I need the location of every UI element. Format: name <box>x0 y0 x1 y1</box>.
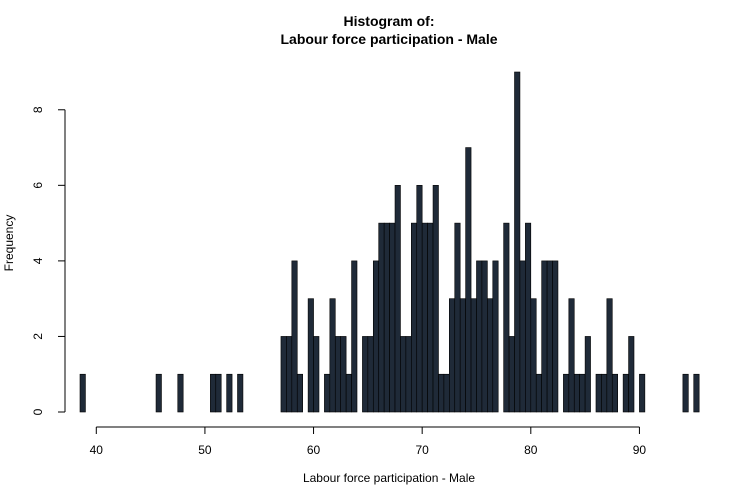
histogram-bar <box>411 222 418 413</box>
histogram-bar <box>177 373 184 413</box>
histogram-bar <box>307 298 314 413</box>
histogram-bar <box>237 373 244 413</box>
histogram-bar <box>324 373 331 413</box>
histogram-bar <box>476 260 483 413</box>
histogram-bar <box>454 222 461 413</box>
x-axis-label: Labour force participation - Male <box>303 471 475 485</box>
histogram-bar <box>155 373 162 413</box>
histogram-bar <box>215 373 222 413</box>
histogram-bar <box>416 185 423 413</box>
chart-title-block: Histogram of: Labour force participation… <box>0 12 750 48</box>
histogram-bar <box>487 298 494 413</box>
x-tick-label: 70 <box>415 443 429 457</box>
histogram-bar <box>296 373 303 413</box>
histogram-bar <box>601 373 608 413</box>
histogram-bar <box>79 373 86 413</box>
y-tick-label: 2 <box>31 333 45 340</box>
bars-group <box>79 71 700 413</box>
histogram-bar <box>639 373 646 413</box>
histogram-bar <box>405 336 412 413</box>
histogram-bar <box>481 260 488 413</box>
histogram-bar <box>226 373 233 413</box>
histogram-bar <box>345 373 352 413</box>
histogram-bar <box>546 260 553 413</box>
histogram-bar <box>340 336 347 413</box>
histogram-bar <box>421 222 428 413</box>
histogram-bar <box>530 298 537 413</box>
histogram-bar <box>682 373 689 413</box>
histogram-bar <box>573 373 580 413</box>
histogram-bar <box>389 222 396 413</box>
histogram-bar <box>459 298 466 413</box>
histogram-bar <box>579 373 586 413</box>
histogram-bar <box>622 373 629 413</box>
histogram-bar <box>606 298 613 413</box>
histogram-bar <box>595 373 602 413</box>
histogram-bar <box>693 373 700 413</box>
histogram-bar <box>362 336 369 413</box>
histogram-bar <box>563 373 570 413</box>
histogram-bar <box>280 336 287 413</box>
y-axis-label: Frequency <box>2 215 16 272</box>
histogram-bar <box>443 373 450 413</box>
y-tick-label: 0 <box>31 408 45 415</box>
histogram-bar <box>400 336 407 413</box>
x-tick-label: 90 <box>633 443 647 457</box>
histogram-bar <box>438 373 445 413</box>
histogram-bar <box>329 298 336 413</box>
x-axis: 40 50 60 70 80 90 <box>90 426 647 457</box>
histogram-bar <box>525 222 532 413</box>
histogram-bar <box>286 336 293 413</box>
y-tick-label: 6 <box>31 182 45 189</box>
y-tick-label: 4 <box>31 257 45 264</box>
histogram-bar <box>611 373 619 413</box>
histogram-bar <box>313 336 320 413</box>
histogram-bar <box>492 260 499 413</box>
histogram-bar <box>514 71 521 413</box>
histogram-bar <box>432 185 439 413</box>
histogram-bar <box>465 147 472 413</box>
histogram-bar <box>427 222 434 413</box>
y-tick-label: 8 <box>31 106 45 113</box>
y-axis: 0 2 4 6 8 <box>31 106 66 415</box>
histogram-bar <box>394 185 401 413</box>
histogram-bar <box>449 298 456 413</box>
histogram-bar <box>383 222 390 413</box>
chart-title: Histogram of: <box>343 13 435 29</box>
histogram-bar <box>584 336 591 413</box>
histogram-bar <box>552 260 559 413</box>
histogram-bar <box>372 260 380 413</box>
histogram-bar <box>378 222 385 413</box>
histogram-bar <box>535 373 542 413</box>
histogram-bar <box>541 260 548 413</box>
x-tick-label: 80 <box>524 443 538 457</box>
histogram-bar <box>503 222 510 413</box>
x-tick-label: 40 <box>90 443 104 457</box>
chart-subtitle: Labour force participation - Male <box>280 31 498 47</box>
histogram-bar <box>508 336 515 413</box>
histogram-bar <box>568 298 575 413</box>
histogram-bar <box>628 336 635 413</box>
x-tick-label: 50 <box>198 443 212 457</box>
histogram-bar <box>210 373 217 413</box>
histogram-bar <box>519 260 526 413</box>
x-tick-label: 60 <box>307 443 321 457</box>
histogram-bar <box>470 298 477 413</box>
histogram-bar <box>351 260 358 413</box>
histogram-bar <box>367 336 374 413</box>
histogram-bar <box>334 336 341 413</box>
histogram-bar <box>291 260 298 413</box>
